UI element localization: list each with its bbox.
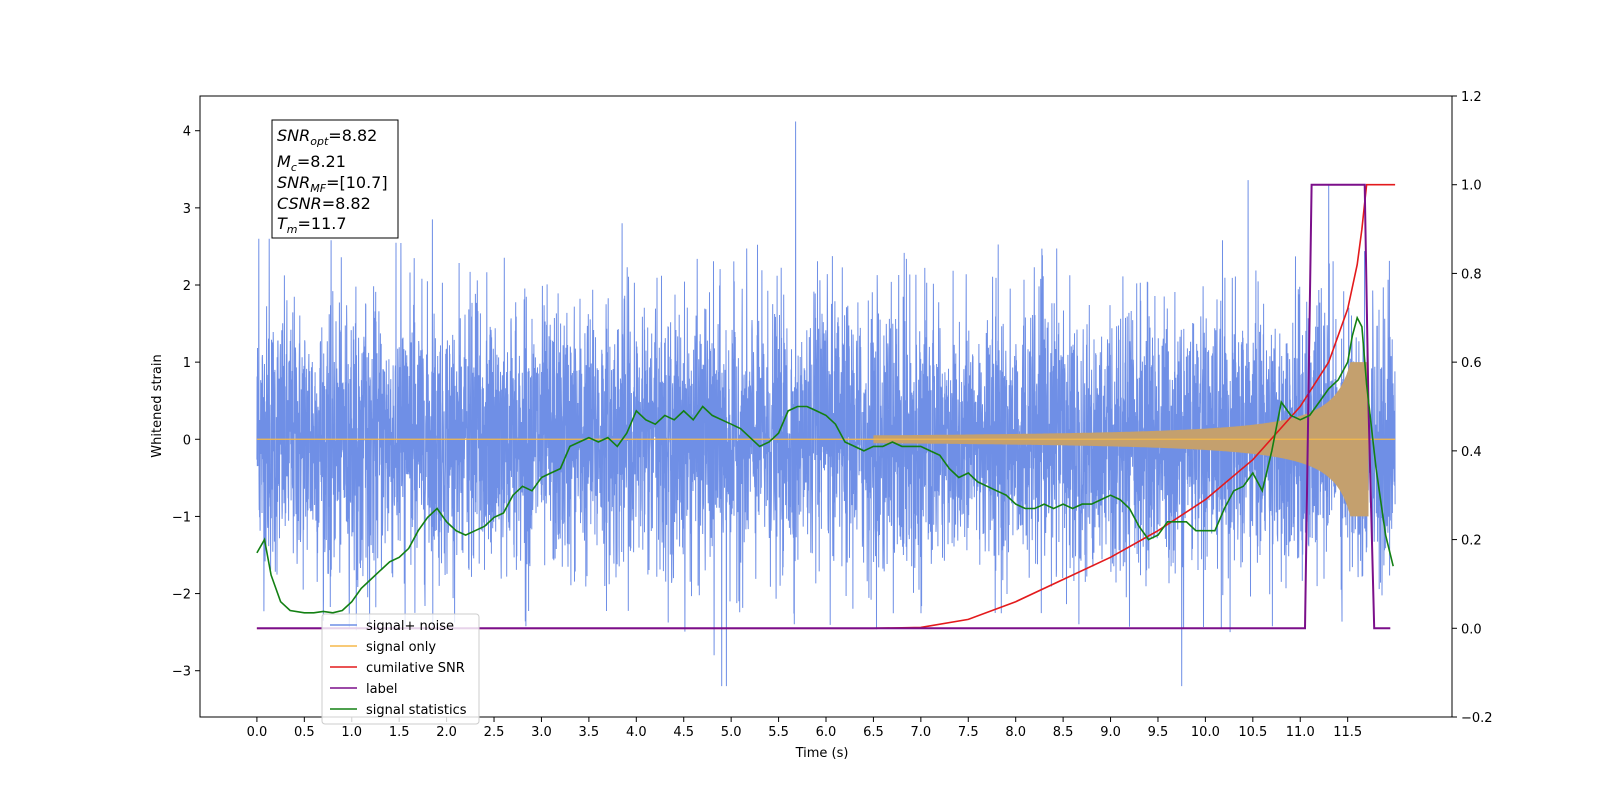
legend: signal+ noise signal only cumilative SNR… bbox=[321, 613, 480, 725]
x-tick-label: 11.0 bbox=[1286, 725, 1315, 740]
x-tick-label: 4.0 bbox=[626, 725, 647, 740]
x-tick-label: 8.5 bbox=[1053, 725, 1074, 740]
y-tick-label: −3 bbox=[172, 665, 191, 680]
x-tick-label: 6.0 bbox=[816, 725, 837, 740]
x-tick-label: 2.0 bbox=[436, 725, 457, 740]
legend-label-signal-plus-noise: signal+ noise bbox=[366, 619, 454, 634]
series-signal-statistics bbox=[256, 315, 1394, 614]
annotation-snr-mf: SNRMF=[10.7] bbox=[277, 173, 388, 195]
y2-tick-label: 0.6 bbox=[1461, 356, 1482, 371]
plot-series bbox=[256, 121, 1396, 687]
y2-tick-label: 0.0 bbox=[1461, 622, 1482, 637]
y-tick-label: 2 bbox=[183, 279, 191, 294]
x-tick-label: 9.0 bbox=[1100, 725, 1121, 740]
x-tick-label: 9.5 bbox=[1148, 725, 1169, 740]
y-tick-label: −2 bbox=[172, 588, 191, 603]
legend-label-signal-only: signal only bbox=[366, 640, 436, 655]
series-cumilative-snr bbox=[256, 183, 1396, 630]
x-tick-label: 7.5 bbox=[958, 725, 979, 740]
legend-label-label: label bbox=[366, 682, 397, 697]
y-tick-label: 3 bbox=[183, 202, 191, 217]
x-axis-ticks: 0.0 0.5 1.0 1.5 2.0 2.5 3.0 3.5 4.0 4.5 5.0 5.5 6.0 6… bbox=[247, 717, 1362, 740]
y-tick-label: 1 bbox=[183, 356, 191, 371]
x-tick-label: 2.5 bbox=[484, 725, 505, 740]
x-tick-label: 1.5 bbox=[389, 725, 410, 740]
annotation-tm: Tm=11.7 bbox=[277, 214, 347, 236]
x-tick-label: 6.5 bbox=[863, 725, 884, 740]
legend-frame bbox=[321, 613, 480, 725]
x-tick-label: 8.0 bbox=[1005, 725, 1026, 740]
x-tick-label: 3.5 bbox=[579, 725, 600, 740]
y-tick-label: −1 bbox=[172, 510, 191, 525]
annotation-frame bbox=[271, 119, 399, 239]
y2-tick-label: 0.8 bbox=[1461, 267, 1482, 282]
x-tick-label: 5.0 bbox=[721, 725, 742, 740]
x-tick-label: 3.0 bbox=[531, 725, 552, 740]
y-tick-label: 0 bbox=[183, 433, 191, 448]
y2-tick-label: 0.4 bbox=[1461, 445, 1482, 460]
y-tick-label: 4 bbox=[183, 125, 191, 140]
x-axis-label: Time (s) bbox=[795, 746, 849, 761]
annotation-snr-opt: SNRopt=8.82 bbox=[277, 126, 377, 148]
series-label bbox=[256, 183, 1391, 630]
x-tick-label: 11.5 bbox=[1333, 725, 1362, 740]
x-tick-label: 0.0 bbox=[247, 725, 268, 740]
x-tick-label: 0.5 bbox=[294, 725, 315, 740]
legend-label-cumilative-snr: cumilative SNR bbox=[366, 661, 465, 676]
annotation-csnr: CSNR=8.82 bbox=[277, 194, 371, 213]
legend-label-signal-statistics: signal statistics bbox=[366, 703, 467, 718]
series-signal-plus-noise bbox=[256, 121, 1396, 687]
y2-tick-label: −0.2 bbox=[1461, 711, 1493, 726]
annotation-mc: Mc=8.21 bbox=[277, 152, 346, 174]
y2-tick-label: 0.2 bbox=[1461, 534, 1482, 549]
x-tick-label: 7.0 bbox=[911, 725, 932, 740]
y2-tick-label: 1.0 bbox=[1461, 179, 1482, 194]
x-tick-label: 10.0 bbox=[1191, 725, 1220, 740]
y2-tick-label: 1.2 bbox=[1461, 90, 1482, 105]
y-axis-label: Whitened strain bbox=[150, 354, 165, 457]
x-tick-label: 5.5 bbox=[768, 725, 789, 740]
x-tick-label: 4.5 bbox=[673, 725, 694, 740]
y2-axis-ticks: −0.2 0.0 0.2 0.4 0.6 0.8 1.0 1.2 bbox=[1452, 90, 1493, 726]
y-axis-ticks: −3 −2 −1 0 1 2 3 4 bbox=[172, 125, 200, 680]
x-tick-label: 1.0 bbox=[341, 725, 362, 740]
annotation-box: SNRopt=8.82 Mc=8.21 SNRMF=[10.7] CSNR=8.… bbox=[271, 119, 399, 239]
x-tick-label: 10.5 bbox=[1238, 725, 1267, 740]
